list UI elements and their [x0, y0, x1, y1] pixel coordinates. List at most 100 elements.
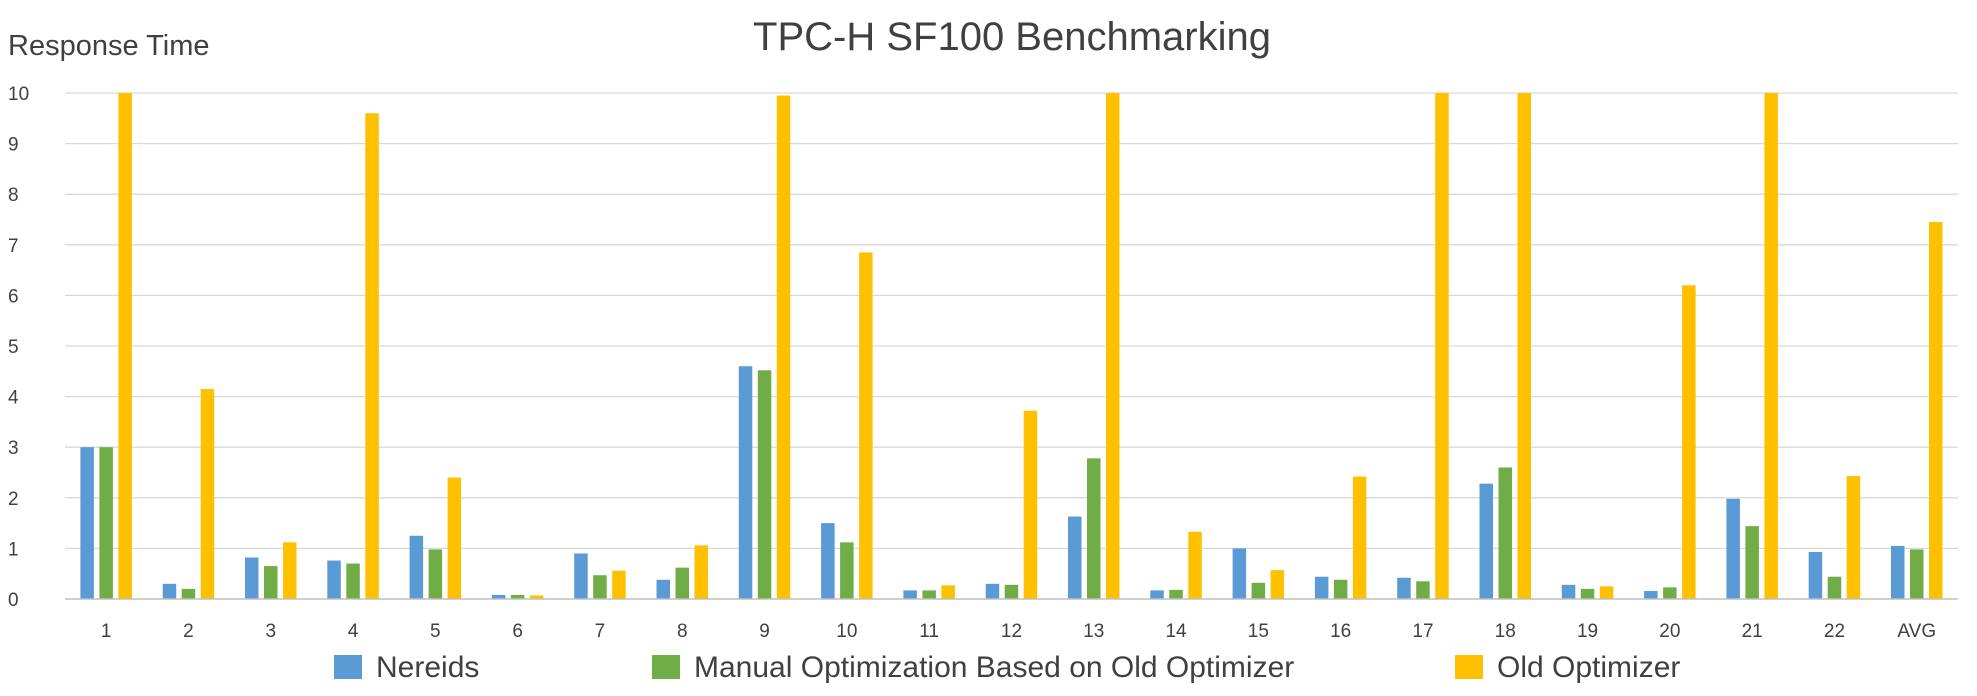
y-tick-label: 0: [8, 590, 19, 611]
bar-series1-q22: [1808, 551, 1823, 599]
bar-series1-qAVG: [1891, 545, 1905, 599]
x-tick-label: 2: [183, 621, 194, 642]
x-axis-ticks: 1 2 3 4 5 6 7 8 9 10 11 12 13 14 15 16 17 18 19 20 21 22 AVG: [101, 621, 1936, 642]
bar-series2-q3: [264, 566, 278, 599]
legend-label: Nereids: [376, 651, 479, 684]
bar-series3-q12: [1023, 410, 1038, 599]
legend-label: Manual Optimization Based on Old Optimiz…: [694, 651, 1294, 684]
x-tick-label: 3: [265, 621, 276, 642]
x-tick-label: 8: [677, 621, 688, 642]
bar-series3-q11: [941, 585, 955, 599]
y-tick-label: 5: [8, 337, 19, 358]
bar-series2-q4: [346, 563, 360, 599]
bar-series3-q8: [694, 545, 708, 599]
bar-series1-q10: [821, 523, 835, 599]
bar-series3-q10: [859, 252, 873, 599]
bar-series2-q19: [1580, 588, 1595, 599]
x-tick-label: 11: [919, 621, 939, 642]
legend-item-1: Nereids: [334, 651, 479, 684]
y-tick-label: 4: [8, 388, 19, 409]
x-tick-label: 22: [1824, 621, 1845, 642]
x-tick-label: 4: [348, 621, 359, 642]
x-tick-label: 9: [759, 621, 770, 642]
x-tick-label: 14: [1165, 621, 1187, 642]
bar-series2-q22: [1827, 576, 1842, 599]
y-axis-ticks: 0 1 2 3 4 5 6 7 8 9 10: [8, 84, 29, 611]
bar-series2-q9: [757, 370, 772, 599]
bar-series3-q16: [1352, 476, 1367, 599]
bar-series1-q11: [903, 590, 917, 599]
bar-series2-q20: [1663, 587, 1677, 599]
y-tick-label: 8: [8, 185, 19, 206]
bar-series2-q17: [1416, 581, 1430, 599]
bar-series1-q7: [574, 553, 588, 599]
bar-series1-q5: [409, 535, 424, 599]
x-tick-label: 7: [595, 621, 606, 642]
bar-series1-q4: [327, 560, 341, 599]
bar-series3-q20: [1682, 285, 1696, 599]
bar-series1-q3: [245, 557, 259, 599]
bar-series2-q12: [1004, 584, 1019, 599]
chart-title: TPC-H SF100 Benchmarking: [753, 15, 1271, 59]
legend-item-2: Manual Optimization Based on Old Optimiz…: [652, 651, 1294, 684]
legend-item-3: Old Optimizer: [1455, 651, 1680, 684]
bar-series2-q21: [1745, 526, 1759, 599]
bar-series2-q7: [593, 575, 607, 599]
y-tick-label: 3: [8, 438, 19, 459]
bar-series1-q9: [738, 366, 753, 599]
bar-series1-q17: [1397, 577, 1411, 599]
bar-series1-q14: [1150, 590, 1164, 599]
y-axis-title: Response Time: [8, 30, 210, 62]
bar-series3-q2: [200, 389, 215, 599]
x-tick-label: 21: [1742, 621, 1763, 642]
bar-series3-q14: [1188, 531, 1202, 599]
legend-label: Old Optimizer: [1497, 651, 1680, 684]
y-tick-label: 6: [8, 286, 19, 307]
x-tick-label: 10: [836, 621, 857, 642]
bar-series3-q3: [283, 542, 297, 599]
bar-series2-q14: [1169, 589, 1183, 599]
x-tick-label: AVG: [1897, 621, 1936, 642]
bar-series2-q2: [181, 588, 196, 599]
legend: Nereids Manual Optimization Based on Old …: [334, 651, 1680, 684]
bar-series1-q12: [985, 583, 1000, 599]
bar-series3-q22: [1846, 476, 1861, 599]
bar-series2-q16: [1333, 579, 1348, 599]
x-tick-label: 17: [1412, 621, 1433, 642]
bar-series2-q18: [1498, 467, 1512, 599]
x-tick-label: 5: [430, 621, 441, 642]
x-tick-label: 16: [1330, 621, 1351, 642]
bar-series3-q5: [447, 477, 462, 599]
y-tick-label: 10: [8, 84, 29, 105]
bar-series1-q20: [1644, 590, 1658, 599]
legend-swatch: [1455, 655, 1483, 679]
bar-series3-q18: [1517, 93, 1531, 599]
bar-series2-qAVG: [1910, 549, 1924, 599]
bar-series1-q21: [1726, 498, 1740, 599]
x-tick-label: 18: [1495, 621, 1516, 642]
bar-series3-q15: [1270, 570, 1285, 599]
x-tick-label: 12: [1001, 621, 1022, 642]
bar-series3-q1: [118, 93, 132, 599]
bar-series3-q4: [365, 113, 379, 600]
bar-series3-q6: [529, 595, 544, 599]
bar-series3-q9: [776, 95, 791, 599]
x-tick-label: 13: [1083, 621, 1104, 642]
bar-series3-qAVG: [1929, 222, 1943, 599]
bar-series1-q13: [1068, 516, 1082, 599]
bar-series2-q15: [1251, 582, 1266, 599]
legend-swatch: [334, 655, 362, 679]
bar-series1-q18: [1479, 483, 1493, 599]
y-tick-label: 1: [8, 539, 19, 560]
gridlines: [65, 92, 1958, 550]
bar-series2-q6: [510, 594, 525, 599]
bar-series3-q17: [1435, 93, 1449, 599]
bar-series1-q19: [1561, 584, 1576, 599]
bar-series1-q8: [656, 579, 670, 599]
x-tick-label: 20: [1659, 621, 1680, 642]
y-tick-label: 2: [8, 489, 19, 510]
bar-series2-q5: [428, 549, 443, 599]
bar-series3-q21: [1764, 93, 1778, 599]
bar-series2-q11: [922, 590, 936, 599]
